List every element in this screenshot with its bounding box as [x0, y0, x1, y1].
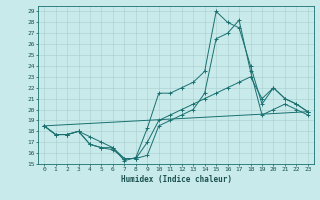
- X-axis label: Humidex (Indice chaleur): Humidex (Indice chaleur): [121, 175, 231, 184]
